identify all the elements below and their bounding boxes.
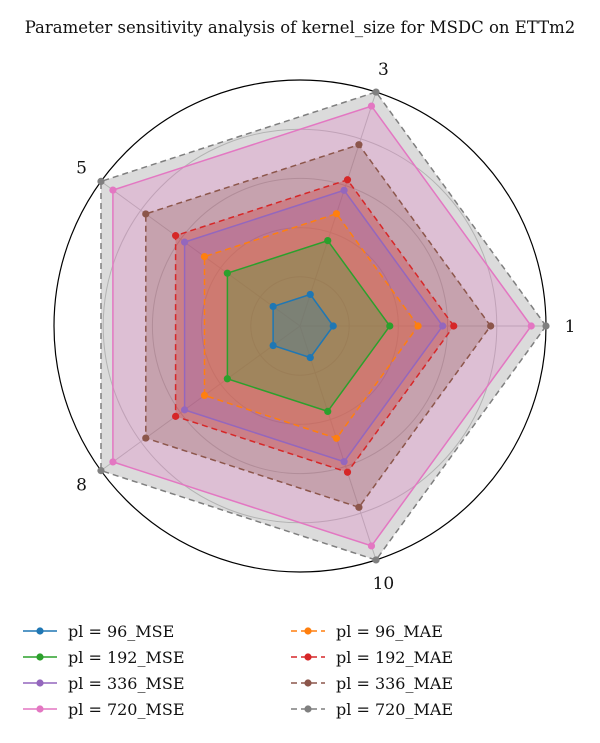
radar-chart: 1 3 5 8 10 xyxy=(53,60,575,594)
legend-item: pl = 336_MSE xyxy=(22,670,185,696)
legend-swatch xyxy=(291,679,325,687)
series-fills xyxy=(101,92,546,560)
data-point xyxy=(372,88,380,96)
series-line xyxy=(183,189,444,463)
legend-label: pl = 336_MAE xyxy=(336,673,454,693)
axis-label: 1 xyxy=(565,317,576,337)
grid-spoke xyxy=(100,325,301,471)
series-line xyxy=(226,239,391,413)
data-point xyxy=(269,341,277,350)
legend-label: pl = 192_MSE xyxy=(68,647,185,667)
data-point xyxy=(355,503,363,511)
data-point xyxy=(343,468,352,476)
data-point xyxy=(329,322,337,330)
data-point xyxy=(109,458,117,466)
data-point xyxy=(386,322,394,330)
series-fill xyxy=(204,213,419,439)
series-fill xyxy=(175,179,454,473)
series-line xyxy=(174,178,455,474)
grid-spoke xyxy=(299,91,377,327)
data-point xyxy=(223,269,231,277)
series-fill xyxy=(101,92,546,560)
data-point xyxy=(439,322,447,330)
data-point xyxy=(223,375,231,383)
series-line xyxy=(112,105,533,547)
data-point xyxy=(450,322,458,330)
data-point xyxy=(355,141,363,149)
legend-item: pl = 720_MAE xyxy=(290,696,453,722)
series-fill xyxy=(227,240,390,412)
data-point xyxy=(367,542,376,550)
legend-swatch xyxy=(291,627,325,635)
series-lines xyxy=(100,91,547,561)
legend-swatch xyxy=(23,627,57,635)
grid-spoke xyxy=(299,325,377,561)
data-point xyxy=(172,232,180,240)
data-point xyxy=(487,322,495,330)
series-fill xyxy=(145,144,491,508)
data-point xyxy=(414,322,422,330)
legend-label: pl = 192_MAE xyxy=(336,647,454,667)
data-point xyxy=(372,556,380,564)
series-line xyxy=(145,143,492,509)
legend-item: pl = 192_MSE xyxy=(22,644,185,670)
data-point xyxy=(306,353,314,362)
legend-swatch xyxy=(23,679,57,687)
series-line xyxy=(272,293,335,359)
legend-item: pl = 96_MAE xyxy=(290,618,453,644)
data-point xyxy=(172,412,180,420)
legend-label: pl = 96_MAE xyxy=(336,621,443,641)
data-point xyxy=(97,466,105,475)
series-line xyxy=(203,212,420,440)
data-point xyxy=(97,177,105,186)
legend-swatch xyxy=(291,653,325,661)
data-point xyxy=(340,458,348,466)
legend-swatch xyxy=(23,705,57,713)
legend-swatch xyxy=(291,705,325,713)
axis-label: 8 xyxy=(76,476,87,496)
legend-label: pl = 720_MAE xyxy=(336,699,454,719)
data-point xyxy=(527,322,535,330)
data-point xyxy=(180,238,189,246)
data-point xyxy=(332,434,341,442)
axis-label: 5 xyxy=(76,158,87,178)
legend-label: pl = 336_MSE xyxy=(68,673,185,693)
legend-item: pl = 192_MAE xyxy=(290,644,453,670)
data-point xyxy=(269,302,277,311)
data-point xyxy=(142,434,150,442)
series-line xyxy=(100,91,547,561)
data-point xyxy=(180,406,189,414)
chart-title: Parameter sensitivity analysis of kernel… xyxy=(24,18,576,37)
data-point xyxy=(542,322,550,330)
data-point xyxy=(306,290,314,299)
axis-labels: 1 3 5 8 10 xyxy=(76,60,575,594)
data-point xyxy=(324,407,332,415)
series-fill xyxy=(273,294,334,358)
data-point xyxy=(109,186,117,194)
axis-label: 10 xyxy=(373,574,395,594)
data-point xyxy=(200,252,209,261)
data-point xyxy=(340,186,348,194)
data-point xyxy=(332,210,341,218)
legend-item: pl = 96_MSE xyxy=(22,618,185,644)
series-fill xyxy=(112,106,532,546)
data-point xyxy=(343,176,352,184)
legend-item: pl = 720_MSE xyxy=(22,696,185,722)
legend-swatch xyxy=(23,653,57,661)
data-point xyxy=(324,237,332,245)
series-points xyxy=(97,88,550,564)
data-point xyxy=(367,102,376,110)
legend-item: pl = 336_MAE xyxy=(290,670,453,696)
data-point xyxy=(200,391,209,400)
axis-label: 3 xyxy=(378,60,389,80)
series-fill xyxy=(184,190,443,462)
grid-spoke xyxy=(100,181,301,327)
legend-label: pl = 720_MSE xyxy=(68,699,185,719)
legend-label: pl = 96_MSE xyxy=(68,621,175,641)
data-point xyxy=(142,210,150,218)
